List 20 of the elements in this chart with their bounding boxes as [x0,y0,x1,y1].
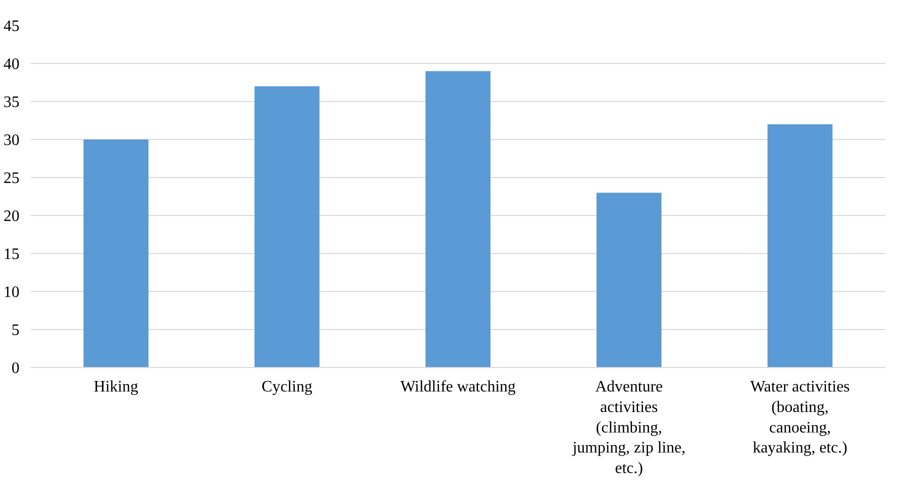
y-tick-label: 30 [4,132,20,149]
x-tick-label: Cycling [262,378,312,396]
y-tick-label: 15 [4,246,20,263]
y-tick-label: 20 [4,208,20,225]
bar [426,71,490,368]
x-tick-label: Adventure activities (climbing, jumping, zip line, etc.) [572,378,686,478]
bar [768,124,832,368]
y-tick-label: 35 [4,94,20,111]
bar [254,86,320,368]
x-tick-label: Hiking [94,378,138,396]
y-tick-label: 25 [4,170,20,187]
y-tick-label: 40 [4,56,20,73]
y-tick-label: 0 [12,360,20,377]
bar [596,192,662,368]
x-tick-label: Wildlife watching [400,378,516,396]
y-tick-label: 10 [4,284,20,301]
y-tick-label: 5 [12,322,20,339]
x-tick-label: Water activities (boating, canoeing, kayaking, etc.) [750,378,850,457]
y-tick-label: 45 [4,18,20,35]
bar [84,140,148,368]
